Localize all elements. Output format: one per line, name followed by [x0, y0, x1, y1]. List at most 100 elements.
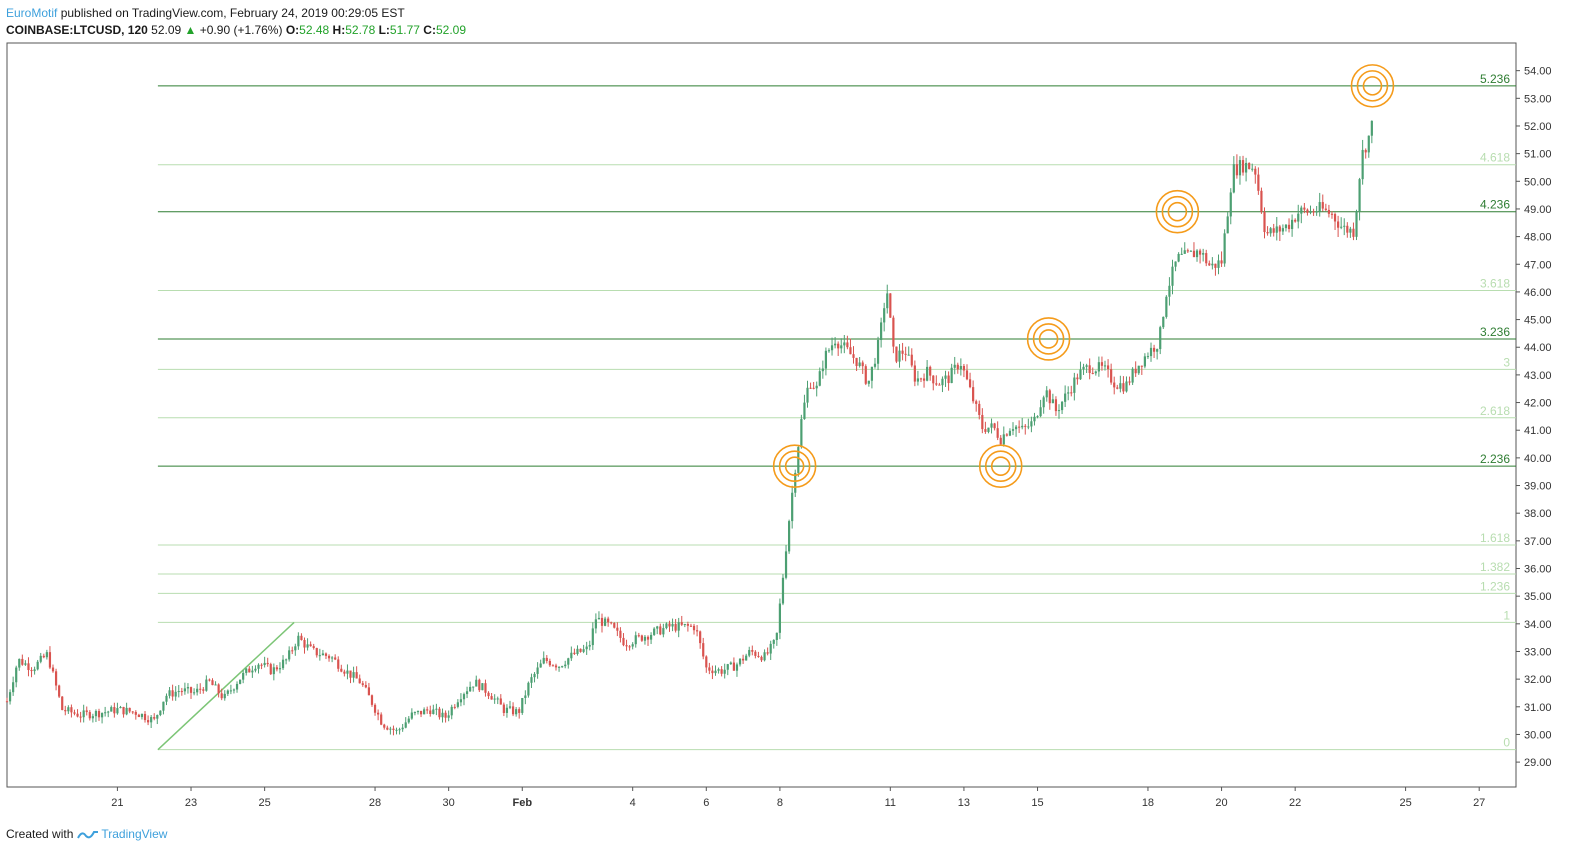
candle-body	[493, 698, 496, 700]
candle-body	[180, 691, 183, 693]
candle-body	[806, 387, 809, 403]
candle-body	[729, 662, 732, 665]
candle-body	[714, 670, 717, 674]
candle-body	[110, 707, 113, 712]
candle-body	[1060, 401, 1064, 411]
candle-body	[128, 707, 131, 712]
candle-body	[803, 402, 806, 420]
candle-body	[824, 350, 828, 369]
candle-body	[465, 691, 469, 695]
candle-body	[499, 698, 502, 705]
candle-body	[153, 717, 156, 719]
price-tick-label: 37.00	[1524, 536, 1552, 548]
candle-body	[487, 692, 490, 697]
candle-body	[763, 652, 766, 661]
candle-body	[1352, 228, 1355, 237]
candle-body	[1303, 207, 1306, 210]
candle-body	[950, 367, 953, 384]
candle-body	[367, 687, 371, 696]
candle-body	[588, 645, 591, 647]
candle-body	[1294, 219, 1297, 222]
candle-body	[248, 668, 251, 673]
candle-body	[183, 688, 186, 692]
candle-body	[426, 709, 429, 711]
candle-body	[1171, 266, 1174, 286]
candle-body	[1260, 190, 1263, 213]
candle-body	[1186, 250, 1189, 252]
candle-body	[784, 551, 788, 578]
candle-body	[1100, 362, 1104, 366]
candle-body	[769, 643, 772, 654]
target-ring	[1038, 329, 1059, 349]
candle-body	[990, 423, 993, 428]
candle-body	[502, 704, 505, 713]
price-tick-label: 54.00	[1524, 66, 1552, 78]
tradingview-link[interactable]: TradingView	[77, 825, 167, 843]
time-tick-label: 20	[1215, 797, 1227, 809]
candle-body	[594, 619, 597, 629]
candle-body	[1241, 160, 1245, 173]
candle-body	[1011, 429, 1015, 431]
candle-body	[140, 713, 144, 718]
candle-body	[576, 648, 579, 654]
candle-body	[656, 626, 659, 629]
candle-body	[79, 716, 82, 718]
candle-body	[364, 684, 367, 688]
candles	[5, 120, 1373, 736]
candle-body	[416, 710, 420, 713]
candle-body	[941, 378, 944, 386]
candle-body	[1278, 226, 1281, 232]
candle-body	[1174, 261, 1177, 267]
candle-body	[45, 652, 48, 658]
time-tick-label: 22	[1289, 797, 1301, 809]
candle-body	[33, 669, 36, 672]
symbol-label: COINBASE:LTCUSD, 120	[6, 23, 148, 37]
candle-body	[895, 346, 898, 362]
candle-body	[291, 650, 294, 652]
author-link[interactable]: EuroMotif	[6, 6, 58, 20]
candle-body	[653, 628, 656, 635]
candle-body	[686, 624, 689, 626]
target-ring	[978, 444, 1023, 488]
candle-body	[603, 618, 607, 626]
candle-body	[24, 663, 27, 665]
fib-level-label: 3.236	[1480, 325, 1510, 339]
candle-body	[542, 657, 545, 664]
candle-body	[478, 679, 481, 691]
publish-text: published on TradingView.com, February 2…	[57, 6, 405, 20]
candle-body	[1367, 135, 1370, 153]
candle-body	[1116, 387, 1119, 389]
price-tick-label: 52.00	[1524, 121, 1552, 133]
candle-body	[1318, 202, 1321, 212]
candle-body	[919, 378, 923, 380]
candle-body	[870, 366, 874, 381]
last-price: 52.09	[151, 23, 182, 37]
candle-body	[251, 670, 254, 673]
candle-body	[1094, 371, 1097, 374]
candle-body	[1343, 225, 1346, 227]
price-tick-label: 30.00	[1524, 729, 1552, 741]
candle-body	[156, 714, 159, 719]
candle-body	[88, 712, 91, 719]
candle-body	[1217, 260, 1220, 268]
candle-body	[965, 370, 969, 380]
candle-body	[1238, 160, 1242, 176]
candle-body	[766, 652, 769, 654]
candle-body	[202, 689, 205, 691]
candle-body	[999, 437, 1002, 445]
candle-body	[781, 577, 785, 604]
candle-body	[490, 696, 493, 700]
candle-body	[570, 652, 573, 659]
candle-body	[846, 342, 849, 348]
candle-body	[15, 667, 18, 683]
candle-body	[380, 714, 383, 725]
target-ring	[1350, 64, 1395, 108]
candle-body	[76, 713, 79, 717]
candle-body	[214, 684, 217, 686]
price-tick-label: 51.00	[1524, 149, 1552, 161]
candle-body	[515, 709, 518, 715]
price-tick-label: 36.00	[1524, 564, 1552, 576]
candle-body	[235, 683, 239, 690]
time-tick-label: 25	[1399, 797, 1411, 809]
